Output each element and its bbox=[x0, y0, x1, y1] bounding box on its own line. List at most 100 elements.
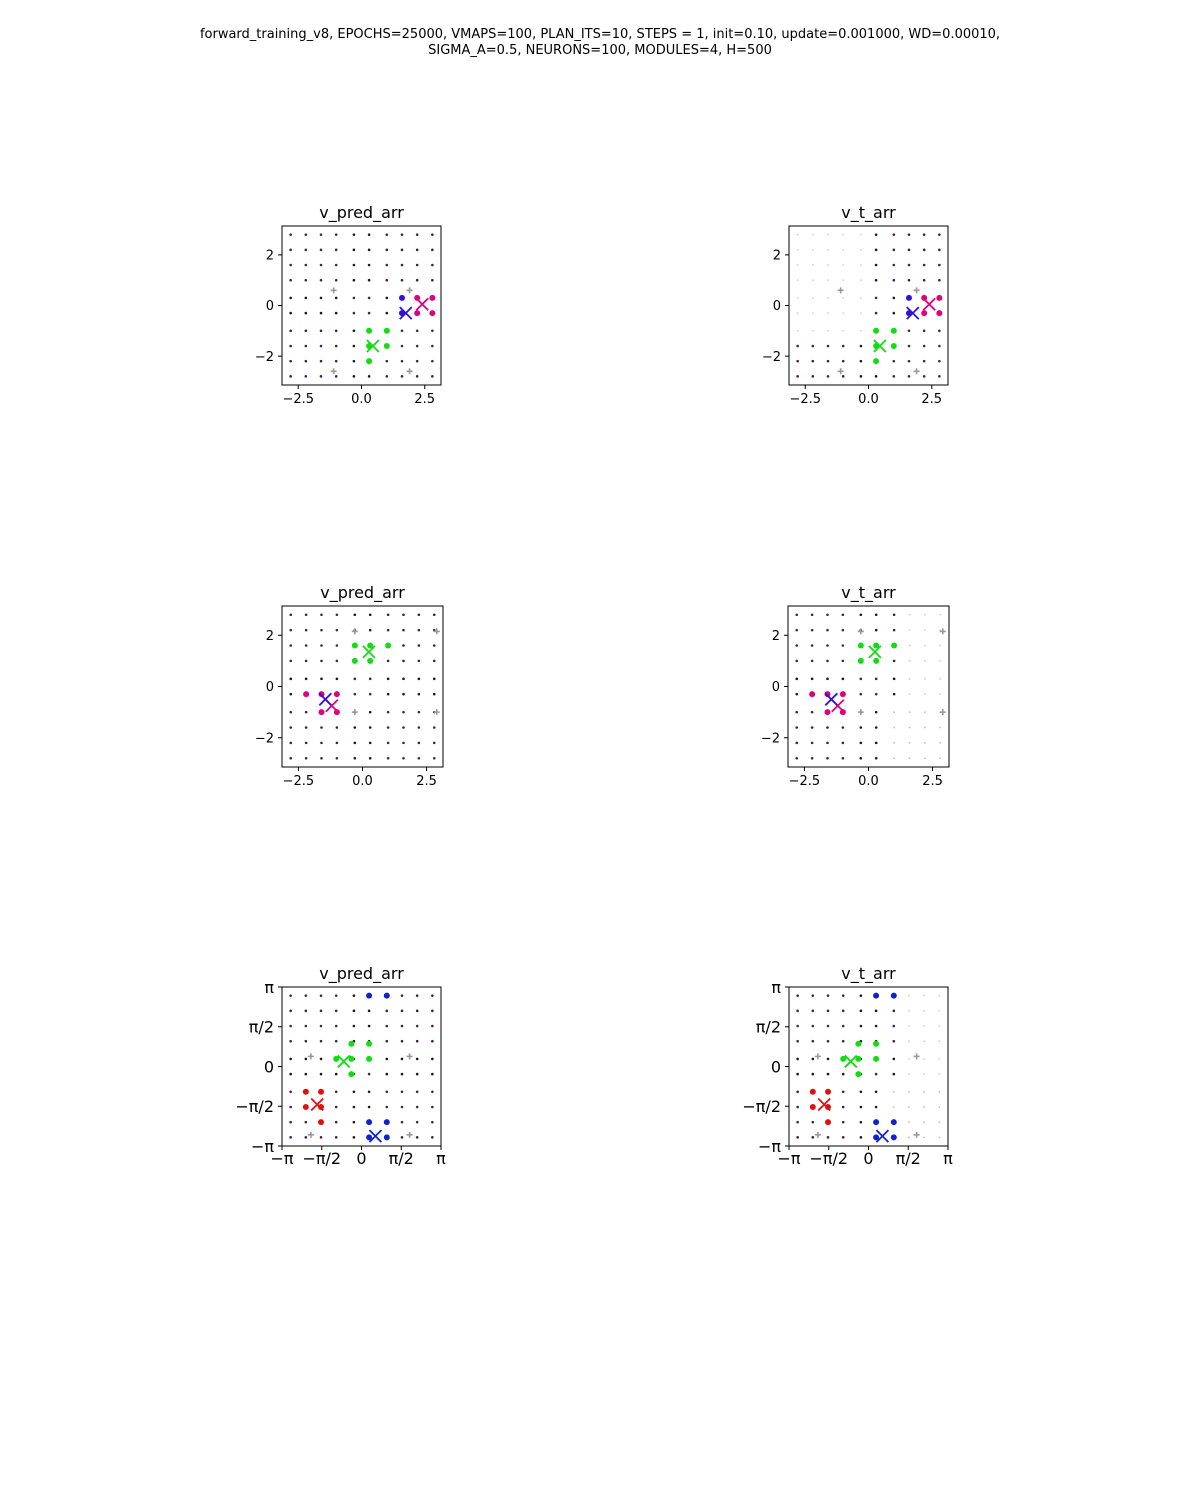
plus-marker bbox=[857, 709, 864, 716]
grid-point bbox=[907, 329, 911, 333]
grid-point bbox=[304, 1136, 308, 1139]
grid-point bbox=[874, 1072, 878, 1076]
grid-point bbox=[841, 1039, 845, 1043]
series-point bbox=[825, 1119, 832, 1126]
series-point bbox=[398, 294, 405, 301]
grid-point bbox=[385, 1057, 389, 1061]
series-point bbox=[921, 310, 928, 317]
grid-point bbox=[400, 329, 404, 333]
grid-point bbox=[859, 692, 863, 696]
grid-point bbox=[908, 1058, 910, 1060]
grid-point bbox=[335, 741, 339, 745]
grid-point bbox=[400, 248, 404, 252]
grid-point bbox=[874, 296, 878, 300]
grid-point bbox=[367, 233, 371, 236]
grid-point bbox=[860, 279, 862, 282]
grid-point bbox=[304, 677, 308, 681]
grid-point bbox=[385, 1039, 389, 1043]
series-center-marker bbox=[310, 1097, 324, 1112]
grid-point bbox=[810, 726, 814, 729]
grid-point bbox=[352, 233, 356, 236]
grid-point bbox=[304, 248, 308, 252]
grid-point bbox=[320, 613, 323, 617]
grid-point bbox=[892, 692, 896, 696]
grid-point bbox=[938, 994, 941, 997]
grid-point bbox=[400, 263, 404, 267]
grid-point bbox=[289, 677, 293, 681]
grid-point bbox=[415, 375, 419, 378]
grid-point bbox=[385, 1009, 389, 1013]
grid-point bbox=[908, 741, 911, 744]
plus-marker bbox=[857, 628, 864, 635]
grid-point bbox=[367, 1009, 371, 1013]
grid-point bbox=[334, 1009, 338, 1013]
grid-point bbox=[385, 233, 389, 236]
grid-point bbox=[810, 644, 814, 647]
grid-point bbox=[892, 278, 896, 282]
grid-point bbox=[923, 1025, 926, 1027]
grid-point bbox=[289, 628, 293, 632]
grid-point bbox=[385, 278, 389, 282]
grid-point bbox=[826, 644, 829, 647]
grid-point bbox=[289, 233, 292, 236]
series-point bbox=[318, 1088, 325, 1095]
grid-point bbox=[826, 1039, 830, 1043]
grid-point bbox=[939, 677, 942, 680]
grid-point bbox=[400, 375, 404, 378]
grid-point bbox=[842, 248, 845, 251]
grid-point bbox=[860, 329, 862, 332]
plus-marker bbox=[433, 709, 440, 716]
x-tick-label: 2.5 bbox=[416, 774, 437, 789]
grid-point bbox=[367, 311, 371, 315]
series-point bbox=[873, 1119, 880, 1126]
grid-point bbox=[923, 994, 926, 997]
series-point bbox=[855, 1071, 862, 1078]
grid-point bbox=[289, 1024, 292, 1028]
grid-point bbox=[432, 659, 436, 663]
grid-point bbox=[415, 1136, 419, 1139]
grid-point bbox=[907, 248, 911, 252]
grid-point bbox=[907, 344, 911, 348]
plus-marker bbox=[433, 628, 440, 635]
x-tick-label: π bbox=[436, 1149, 446, 1168]
series-point bbox=[873, 992, 880, 999]
grid-point bbox=[811, 1136, 815, 1139]
series-point bbox=[429, 294, 436, 301]
subplot-3: v_pred_arr −2.5 0.0 2.5 2 0 −2 bbox=[255, 583, 444, 789]
series-point bbox=[383, 342, 390, 349]
grid-point bbox=[431, 329, 434, 333]
series-center-marker bbox=[817, 1097, 831, 1112]
grid-point bbox=[923, 693, 926, 696]
grid-point bbox=[334, 296, 338, 300]
grid-point bbox=[353, 726, 357, 729]
x-tick-label: π bbox=[943, 1149, 953, 1168]
grid-point bbox=[827, 297, 829, 299]
grid-point bbox=[796, 1136, 799, 1139]
grid-point bbox=[335, 659, 339, 663]
grid-point bbox=[368, 741, 372, 745]
grid-point bbox=[352, 1090, 356, 1094]
series-point bbox=[855, 1055, 862, 1062]
grid-point bbox=[859, 1090, 863, 1094]
series-point bbox=[383, 1134, 390, 1141]
grid-point bbox=[304, 375, 308, 378]
grid-point bbox=[304, 329, 308, 333]
series-point bbox=[348, 1071, 355, 1078]
series-point bbox=[855, 1040, 862, 1047]
series-point bbox=[383, 992, 390, 999]
grid-point bbox=[938, 1009, 941, 1012]
grid-point bbox=[893, 757, 896, 760]
grid-point bbox=[892, 263, 896, 267]
y-tick-label: 0 bbox=[773, 299, 781, 314]
grid-point bbox=[415, 248, 419, 252]
grid-point bbox=[923, 677, 926, 680]
grid-point bbox=[289, 1057, 292, 1061]
grid-point bbox=[893, 741, 896, 744]
series-point bbox=[824, 709, 831, 716]
grid-point bbox=[811, 1009, 815, 1013]
grid-point bbox=[417, 726, 421, 729]
grid-point bbox=[923, 1136, 926, 1139]
series-point bbox=[414, 310, 421, 317]
grid-point bbox=[796, 344, 799, 348]
